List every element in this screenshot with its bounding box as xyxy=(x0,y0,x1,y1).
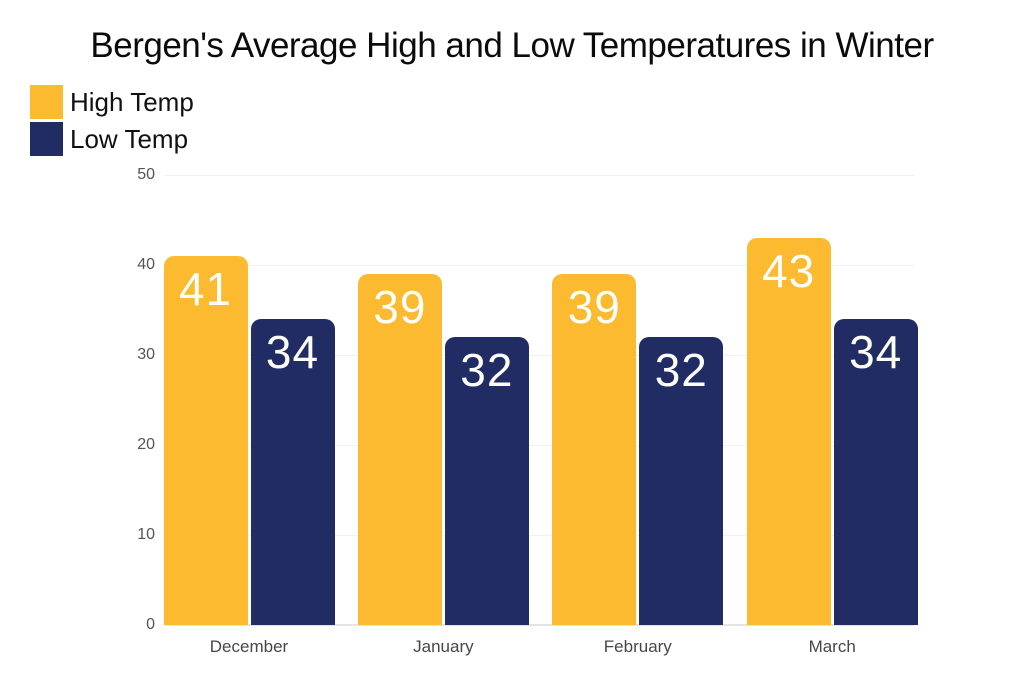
bar-low-temp-january xyxy=(444,337,529,625)
bar-value-label: 34 xyxy=(849,326,903,378)
y-tick-label: 40 xyxy=(137,256,155,273)
bar-value-label: 39 xyxy=(373,281,427,333)
gridline xyxy=(165,265,915,266)
legend-item-low-temp: Low Temp xyxy=(30,122,194,156)
bar-high-temp-december xyxy=(163,256,248,625)
bar-low-temp-march xyxy=(833,319,918,625)
y-tick-label: 30 xyxy=(137,346,155,363)
bar-value-label: 43 xyxy=(762,245,816,297)
gridline xyxy=(165,355,915,356)
y-tick-label: 10 xyxy=(137,526,155,543)
bar-value-label: 34 xyxy=(265,326,320,378)
bar-value-label: 41 xyxy=(178,263,233,315)
bar-low-temp-december xyxy=(250,319,335,625)
legend-label-low-temp: Low Temp xyxy=(70,124,189,154)
x-axis-baseline xyxy=(165,624,915,626)
legend-swatch-low-temp xyxy=(30,122,63,156)
legend-label-high-temp: High Temp xyxy=(70,87,194,117)
bar-high-temp-january xyxy=(357,274,442,625)
x-axis-label-february: February xyxy=(603,637,672,656)
legend-item-high-temp: High Temp xyxy=(30,85,194,119)
x-axis-label-march: March xyxy=(808,637,856,656)
bar-value-label: 32 xyxy=(654,344,708,396)
bar-value-label: 39 xyxy=(567,281,621,333)
legend: High Temp Low Temp xyxy=(30,85,194,159)
bar-value-label: 32 xyxy=(460,344,514,396)
chart-title: Bergen's Average High and Low Temperatur… xyxy=(90,26,934,65)
gridline xyxy=(165,535,915,536)
y-tick-label: 50 xyxy=(137,166,155,183)
bar-high-temp-february xyxy=(552,274,637,625)
gridline xyxy=(165,445,915,446)
x-axis-label-january: January xyxy=(413,637,474,656)
y-tick-label: 20 xyxy=(137,436,155,453)
x-axis-label-december: December xyxy=(209,637,289,656)
bar-low-temp-february xyxy=(639,337,724,625)
legend-swatch-high-temp xyxy=(30,85,63,119)
bar-high-temp-march xyxy=(746,238,831,625)
y-tick-label: 0 xyxy=(146,616,155,633)
gridline xyxy=(165,175,915,176)
